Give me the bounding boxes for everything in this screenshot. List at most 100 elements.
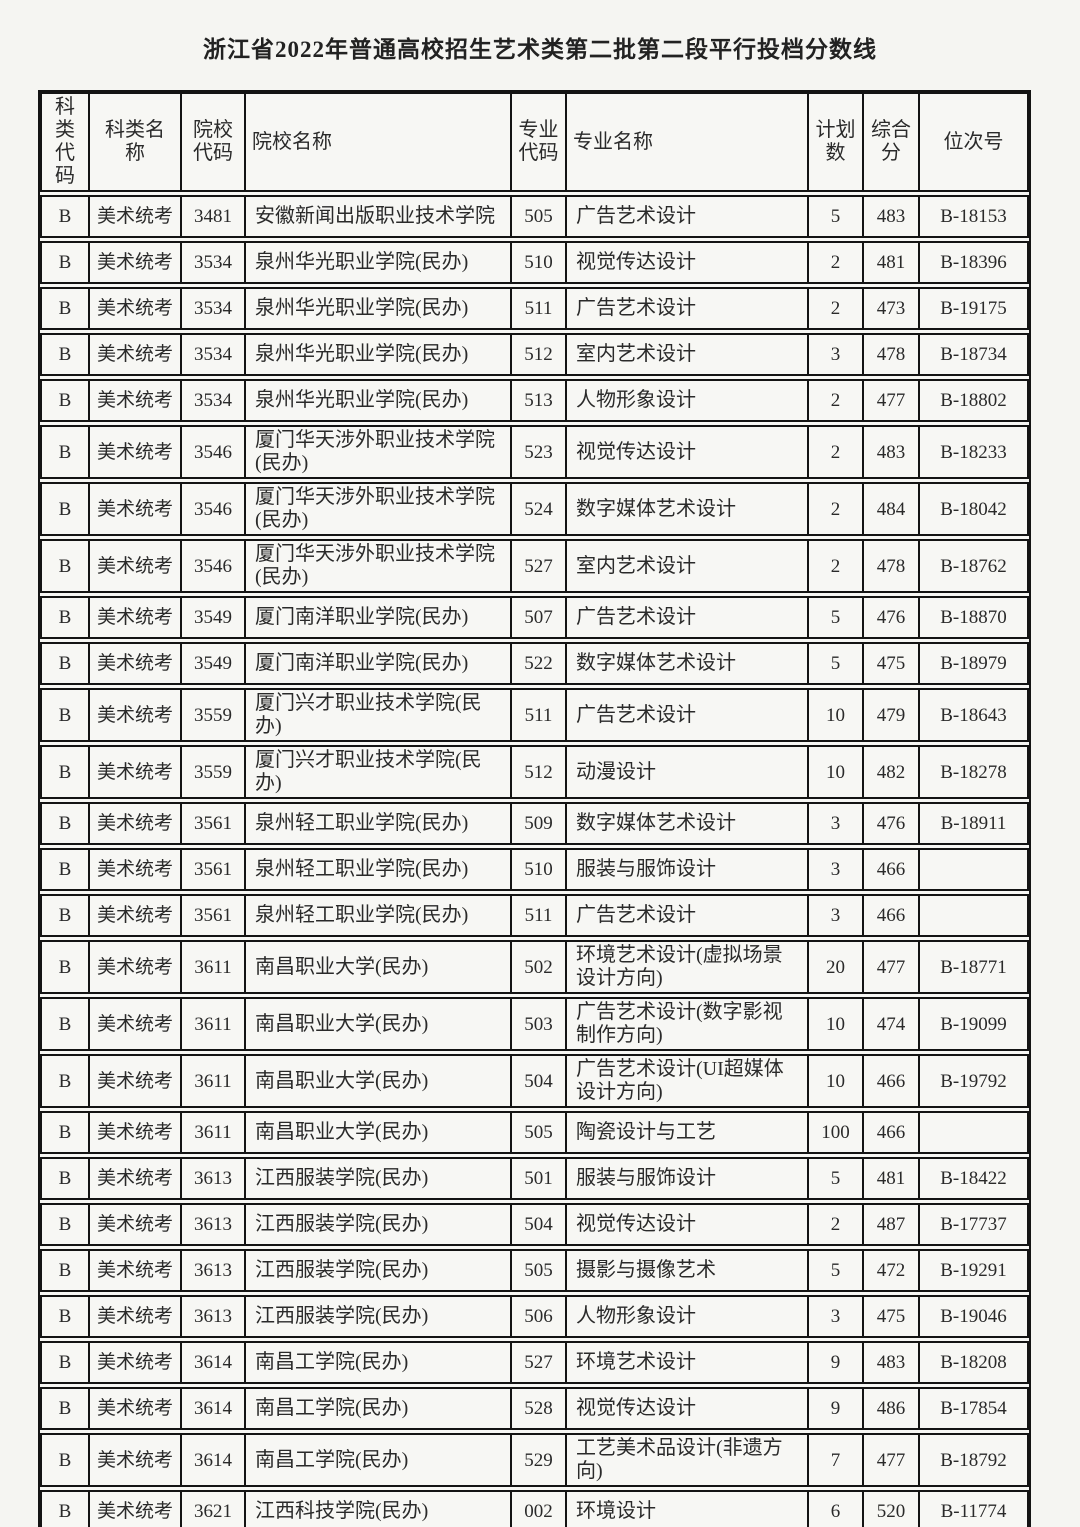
- table-body: B 美术统考 3481 安徽新闻出版职业技术学院 505 广告艺术设计 5 48…: [40, 195, 1029, 1527]
- cell-major-code: 522: [512, 642, 567, 685]
- cell-category-code: B: [40, 848, 90, 891]
- cell-major-name: 视觉传达设计: [567, 1387, 809, 1430]
- cell-major-code: 504: [512, 1054, 567, 1108]
- cell-rank-number: B-11774: [920, 1490, 1029, 1527]
- cell-plan-count: 20: [809, 940, 864, 994]
- cell-category-name: 美术统考: [90, 596, 182, 639]
- cell-major-name: 广告艺术设计(数字影视制作方向): [567, 997, 809, 1051]
- cell-major-name: 室内艺术设计: [567, 539, 809, 593]
- cell-composite-score: 476: [864, 596, 920, 639]
- cell-category-code: B: [40, 241, 90, 284]
- cell-institution-code: 3559: [182, 745, 246, 799]
- cell-major-name: 环境艺术设计: [567, 1341, 809, 1384]
- cell-major-code: 528: [512, 1387, 567, 1430]
- cell-major-code: 529: [512, 1433, 567, 1487]
- cell-category-name: 美术统考: [90, 802, 182, 845]
- cell-plan-count: 2: [809, 425, 864, 479]
- cell-institution-code: 3611: [182, 1054, 246, 1108]
- table-row: B 美术统考 3549 厦门南洋职业学院(民办) 522 数字媒体艺术设计 5 …: [40, 642, 1029, 685]
- cell-composite-score: 520: [864, 1490, 920, 1527]
- table-row: B 美术统考 3611 南昌职业大学(民办) 505 陶瓷设计与工艺 100 4…: [40, 1111, 1029, 1154]
- table-row: B 美术统考 3611 南昌职业大学(民办) 504 广告艺术设计(UI超媒体设…: [40, 1054, 1029, 1108]
- table-row: B 美术统考 3613 江西服装学院(民办) 501 服装与服饰设计 5 481…: [40, 1157, 1029, 1200]
- cell-major-name: 视觉传达设计: [567, 1203, 809, 1246]
- table-row: B 美术统考 3611 南昌职业大学(民办) 503 广告艺术设计(数字影视制作…: [40, 997, 1029, 1051]
- cell-plan-count: 5: [809, 596, 864, 639]
- cell-major-code: 506: [512, 1295, 567, 1338]
- score-table-wrapper: 科类 代码 科类名称 院校 代码 院校名称 专业 代码 专业名称 计划 数 综合…: [38, 90, 1031, 1527]
- cell-institution-name: 厦门南洋职业学院(民办): [246, 596, 512, 639]
- cell-category-name: 美术统考: [90, 894, 182, 937]
- cell-rank-number: B-19291: [920, 1249, 1029, 1292]
- cell-institution-code: 3534: [182, 333, 246, 376]
- cell-institution-name: 泉州华光职业学院(民办): [246, 241, 512, 284]
- cell-major-code: 511: [512, 688, 567, 742]
- cell-composite-score: 466: [864, 1111, 920, 1154]
- cell-plan-count: 2: [809, 241, 864, 284]
- cell-institution-code: 3546: [182, 539, 246, 593]
- cell-composite-score: 483: [864, 195, 920, 238]
- table-row: B 美术统考 3561 泉州轻工职业学院(民办) 511 广告艺术设计 3 46…: [40, 894, 1029, 937]
- table-row: B 美术统考 3534 泉州华光职业学院(民办) 510 视觉传达设计 2 48…: [40, 241, 1029, 284]
- cell-institution-code: 3481: [182, 195, 246, 238]
- cell-category-code: B: [40, 1249, 90, 1292]
- cell-plan-count: 10: [809, 1054, 864, 1108]
- cell-category-name: 美术统考: [90, 539, 182, 593]
- cell-rank-number: B-18042: [920, 482, 1029, 536]
- cell-category-name: 美术统考: [90, 1387, 182, 1430]
- cell-rank-number: B-18208: [920, 1341, 1029, 1384]
- cell-category-name: 美术统考: [90, 195, 182, 238]
- cell-institution-name: 南昌职业大学(民办): [246, 997, 512, 1051]
- cell-institution-name: 厦门南洋职业学院(民办): [246, 642, 512, 685]
- table-row: B 美术统考 3549 厦门南洋职业学院(民办) 507 广告艺术设计 5 47…: [40, 596, 1029, 639]
- cell-institution-code: 3613: [182, 1203, 246, 1246]
- cell-major-name: 服装与服饰设计: [567, 1157, 809, 1200]
- cell-major-name: 广告艺术设计: [567, 894, 809, 937]
- table-row: B 美术统考 3613 江西服装学院(民办) 505 摄影与摄像艺术 5 472…: [40, 1249, 1029, 1292]
- cell-rank-number: [920, 848, 1029, 891]
- cell-institution-name: 厦门华天涉外职业技术学院(民办): [246, 539, 512, 593]
- cell-composite-score: 477: [864, 940, 920, 994]
- cell-major-name: 环境设计: [567, 1490, 809, 1527]
- header-row: 科类 代码 科类名称 院校 代码 院校名称 专业 代码 专业名称 计划 数 综合…: [40, 92, 1029, 192]
- cell-plan-count: 5: [809, 1249, 864, 1292]
- cell-category-code: B: [40, 894, 90, 937]
- cell-category-name: 美术统考: [90, 482, 182, 536]
- cell-category-code: B: [40, 1203, 90, 1246]
- cell-plan-count: 3: [809, 1295, 864, 1338]
- cell-category-name: 美术统考: [90, 1490, 182, 1527]
- cell-major-name: 广告艺术设计: [567, 596, 809, 639]
- cell-major-name: 动漫设计: [567, 745, 809, 799]
- cell-plan-count: 2: [809, 379, 864, 422]
- cell-institution-name: 江西服装学院(民办): [246, 1249, 512, 1292]
- cell-category-name: 美术统考: [90, 848, 182, 891]
- table-row: B 美术统考 3546 厦门华天涉外职业技术学院(民办) 523 视觉传达设计 …: [40, 425, 1029, 479]
- cell-composite-score: 478: [864, 539, 920, 593]
- cell-major-code: 511: [512, 287, 567, 330]
- cell-composite-score: 478: [864, 333, 920, 376]
- cell-rank-number: B-18396: [920, 241, 1029, 284]
- cell-plan-count: 2: [809, 539, 864, 593]
- table-row: B 美术统考 3611 南昌职业大学(民办) 502 环境艺术设计(虚拟场景设计…: [40, 940, 1029, 994]
- cell-category-name: 美术统考: [90, 688, 182, 742]
- cell-institution-name: 南昌工学院(民办): [246, 1387, 512, 1430]
- cell-plan-count: 100: [809, 1111, 864, 1154]
- cell-category-code: B: [40, 802, 90, 845]
- cell-category-name: 美术统考: [90, 1111, 182, 1154]
- cell-major-name: 数字媒体艺术设计: [567, 482, 809, 536]
- cell-institution-name: 厦门兴才职业技术学院(民办): [246, 688, 512, 742]
- cell-institution-code: 3614: [182, 1433, 246, 1487]
- cell-category-code: B: [40, 539, 90, 593]
- cell-category-code: B: [40, 1433, 90, 1487]
- table-row: B 美术统考 3613 江西服装学院(民办) 504 视觉传达设计 2 487 …: [40, 1203, 1029, 1246]
- cell-composite-score: 483: [864, 425, 920, 479]
- cell-composite-score: 477: [864, 379, 920, 422]
- cell-major-name: 视觉传达设计: [567, 241, 809, 284]
- cell-category-name: 美术统考: [90, 333, 182, 376]
- cell-major-code: 505: [512, 195, 567, 238]
- cell-institution-name: 厦门华天涉外职业技术学院(民办): [246, 425, 512, 479]
- cell-plan-count: 5: [809, 1157, 864, 1200]
- cell-institution-name: 泉州轻工职业学院(民办): [246, 802, 512, 845]
- cell-major-name: 环境艺术设计(虚拟场景设计方向): [567, 940, 809, 994]
